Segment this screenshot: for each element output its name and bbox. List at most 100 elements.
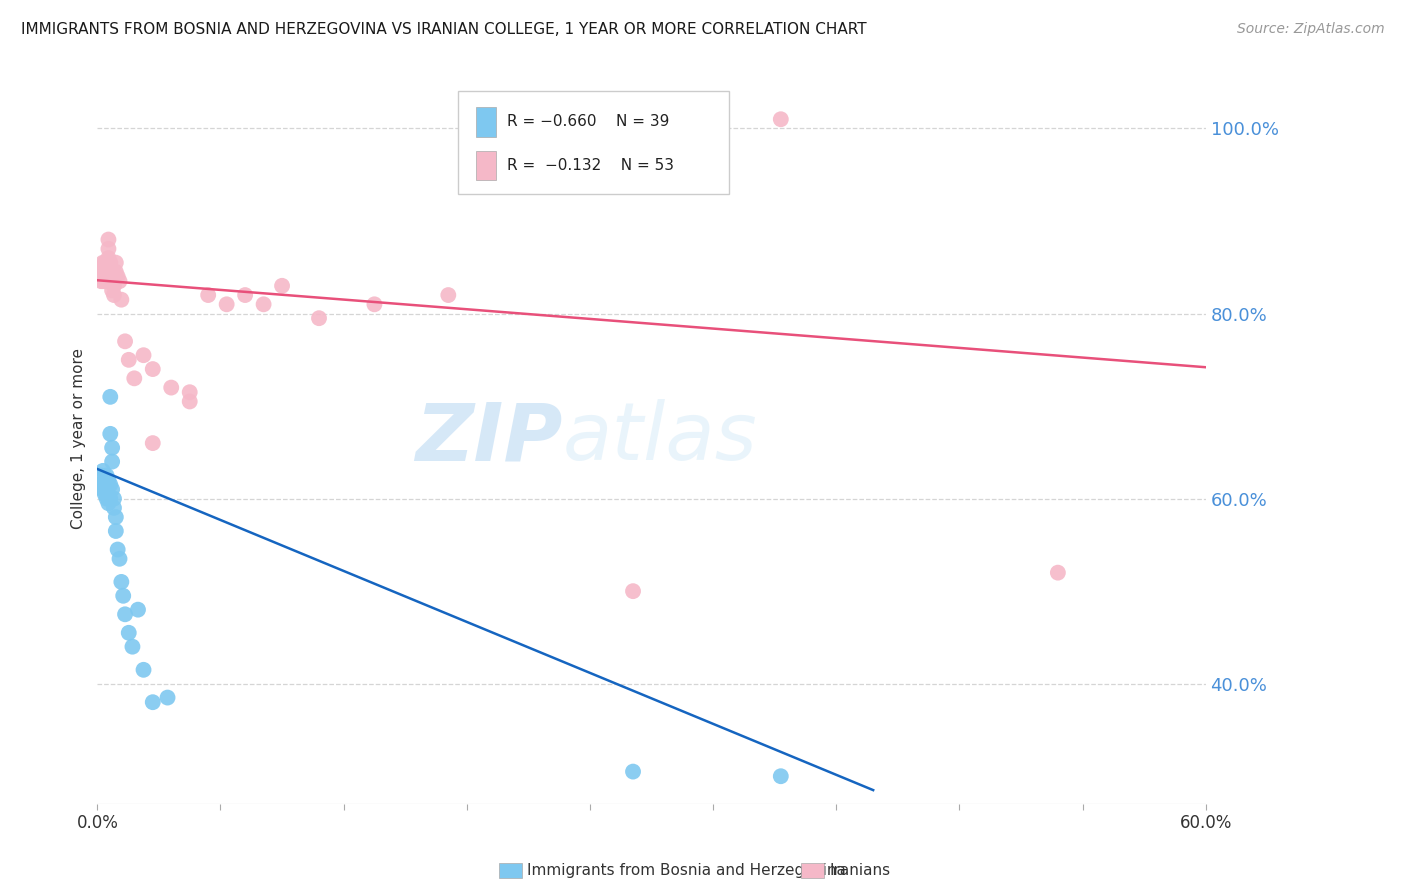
Point [104, 510, 127, 524]
Point [110, 293, 132, 307]
Point [93, 274, 115, 288]
Point [89, 269, 111, 284]
Point [97, 477, 120, 491]
Point [98, 491, 121, 506]
Point [103, 278, 125, 293]
Point [93, 260, 115, 275]
Point [271, 278, 294, 293]
Point [110, 574, 132, 589]
Text: R =  −0.132    N = 53: R = −0.132 N = 53 [508, 158, 675, 173]
Point [93, 487, 115, 501]
Point [98, 477, 121, 491]
Point [103, 288, 125, 302]
Point [160, 381, 183, 395]
Point [107, 269, 129, 284]
Point [96, 274, 118, 288]
Point [108, 551, 131, 566]
Point [96, 265, 118, 279]
Point [104, 524, 127, 538]
Point [215, 297, 238, 311]
Point [621, 764, 644, 779]
FancyBboxPatch shape [477, 107, 496, 136]
Point [118, 625, 141, 640]
Point [97, 233, 120, 247]
Point [101, 483, 124, 497]
Point [233, 288, 256, 302]
Point [90, 265, 112, 279]
Point [179, 385, 201, 400]
Point [91, 483, 114, 497]
Point [127, 602, 149, 616]
Point [93, 473, 115, 487]
Point [90, 274, 112, 288]
Point [363, 297, 385, 311]
Point [91, 255, 114, 269]
Text: Iranians: Iranians [830, 863, 890, 878]
Point [98, 390, 121, 404]
FancyBboxPatch shape [457, 91, 730, 194]
Point [96, 468, 118, 483]
Point [91, 274, 114, 288]
Point [98, 255, 121, 269]
Y-axis label: College, 1 year or more: College, 1 year or more [72, 348, 86, 529]
Point [132, 348, 155, 362]
Point [93, 265, 115, 279]
Point [114, 607, 136, 622]
Point [96, 269, 118, 284]
Text: atlas: atlas [562, 400, 758, 477]
Text: Source: ZipAtlas.com: Source: ZipAtlas.com [1237, 22, 1385, 37]
Point [112, 589, 135, 603]
FancyBboxPatch shape [477, 152, 496, 180]
Point [118, 352, 141, 367]
Point [107, 542, 129, 557]
Point [89, 477, 111, 491]
Point [98, 269, 121, 284]
Text: IMMIGRANTS FROM BOSNIA AND HERZEGOVINA VS IRANIAN COLLEGE, 1 YEAR OR MORE CORREL: IMMIGRANTS FROM BOSNIA AND HERZEGOVINA V… [21, 22, 866, 37]
Point [96, 483, 118, 497]
Point [1046, 566, 1069, 580]
Point [97, 242, 120, 256]
Point [142, 436, 165, 450]
Point [101, 269, 124, 284]
Point [97, 265, 120, 279]
Point [437, 288, 460, 302]
Point [101, 284, 124, 298]
Point [132, 663, 155, 677]
Point [621, 584, 644, 599]
Point [96, 477, 118, 491]
Point [97, 473, 120, 487]
Point [108, 274, 131, 288]
Point [121, 640, 143, 654]
Point [93, 255, 115, 269]
Point [142, 695, 165, 709]
Point [197, 288, 219, 302]
Point [97, 251, 120, 265]
Point [104, 265, 127, 279]
Point [142, 362, 165, 376]
Point [93, 477, 115, 491]
Point [103, 491, 125, 506]
Point [91, 464, 114, 478]
Text: Immigrants from Bosnia and Herzegovina: Immigrants from Bosnia and Herzegovina [527, 863, 846, 878]
Point [101, 274, 124, 288]
Point [101, 441, 124, 455]
Point [769, 769, 792, 783]
Point [101, 455, 124, 469]
Point [114, 334, 136, 349]
Point [252, 297, 274, 311]
Point [124, 371, 146, 385]
Point [103, 500, 125, 515]
Text: R = −0.660    N = 39: R = −0.660 N = 39 [508, 114, 669, 129]
Point [96, 255, 118, 269]
Point [308, 311, 330, 326]
Point [91, 269, 114, 284]
Point [769, 112, 792, 127]
Point [96, 491, 118, 506]
Point [104, 255, 127, 269]
Point [156, 690, 179, 705]
Point [93, 269, 115, 284]
Point [97, 496, 120, 510]
Point [98, 274, 121, 288]
Point [90, 468, 112, 483]
Point [179, 394, 201, 409]
